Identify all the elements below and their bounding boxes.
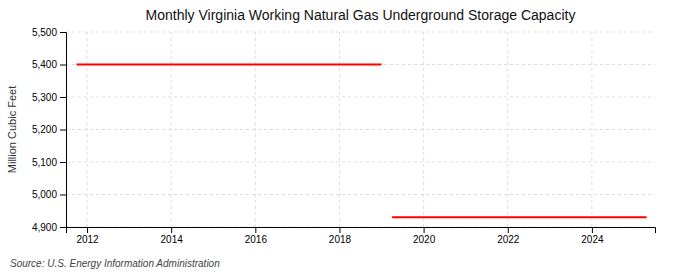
tick-label: 4,900 [32, 222, 57, 233]
tick-label: 5,400 [32, 59, 57, 70]
tick: 2014 [161, 227, 184, 245]
grid-line [66, 64, 655, 65]
tick-label: 5,200 [32, 124, 57, 135]
tick: 4,900 [32, 222, 66, 233]
tick-mark [60, 130, 66, 131]
tick-mark [60, 65, 66, 66]
tick: 5,100 [32, 157, 66, 168]
tick-mark [255, 227, 256, 233]
tick: 5,200 [32, 124, 66, 135]
grid-line [66, 162, 655, 163]
grid-line [66, 194, 655, 195]
tick: 2016 [245, 227, 268, 245]
tick-mark [87, 227, 88, 233]
grid-line [66, 129, 655, 130]
tick-mark [171, 227, 172, 233]
tick-label: 2018 [329, 234, 352, 245]
line [392, 216, 647, 218]
tick: 2022 [497, 227, 520, 245]
tick-label: 2012 [76, 234, 99, 245]
annotation: Source: U.S. Energy Information Administ… [10, 258, 220, 269]
tick-label: 5,500 [32, 27, 57, 38]
tick-mark [60, 32, 66, 33]
line [77, 64, 382, 66]
grid-line [507, 32, 508, 227]
grid-line [66, 97, 655, 98]
grid-line [339, 32, 340, 227]
lines [77, 65, 647, 218]
tick-label: 2024 [581, 234, 604, 245]
tick-label: 5,300 [32, 92, 57, 103]
tick: 5,000 [32, 189, 66, 200]
tick-mark [424, 227, 425, 233]
tick-label: 2020 [413, 234, 436, 245]
tick: 5,400 [32, 59, 66, 70]
tick: 5,500 [32, 27, 66, 38]
tick-mark [339, 227, 340, 233]
tick: 2020 [413, 227, 436, 245]
axis-line [67, 228, 656, 234]
tick-label: 2022 [497, 234, 520, 245]
title: Monthly Virginia Working Natural Gas Und… [146, 7, 576, 23]
tick-label: 2014 [161, 234, 184, 245]
tick-label: 2016 [245, 234, 268, 245]
tick-label: 5,000 [32, 189, 57, 200]
tick-mark [592, 227, 593, 233]
chart: 2012 2014 2016 2018 2020 2022 2024 4,900 5,000 5,… [0, 0, 675, 275]
grid-line [591, 32, 592, 227]
tick: 5,300 [32, 92, 66, 103]
axis-line [60, 33, 67, 228]
tick: 2018 [329, 227, 352, 245]
grid-line [66, 32, 655, 33]
grid [66, 32, 655, 227]
y-axis-title: Million Cubic Feet [6, 86, 18, 173]
x-axis: 2012 2014 2016 2018 2020 2022 2024 [67, 227, 656, 245]
grid-line [423, 32, 424, 227]
tick-mark [60, 162, 66, 163]
tick-mark [508, 227, 509, 233]
tick-mark [60, 97, 66, 98]
tick: 2012 [76, 227, 99, 245]
tick-mark [60, 195, 66, 196]
plot-area: 2012 2014 2016 2018 2020 2022 2024 4,900 5,000 5,… [32, 27, 656, 245]
tick: 2024 [581, 227, 604, 245]
tick-label: 5,100 [32, 157, 57, 168]
y-axis: 4,900 5,000 5,100 5,200 5,300 5,400 5,500 [32, 27, 67, 233]
tick-mark [60, 227, 66, 228]
